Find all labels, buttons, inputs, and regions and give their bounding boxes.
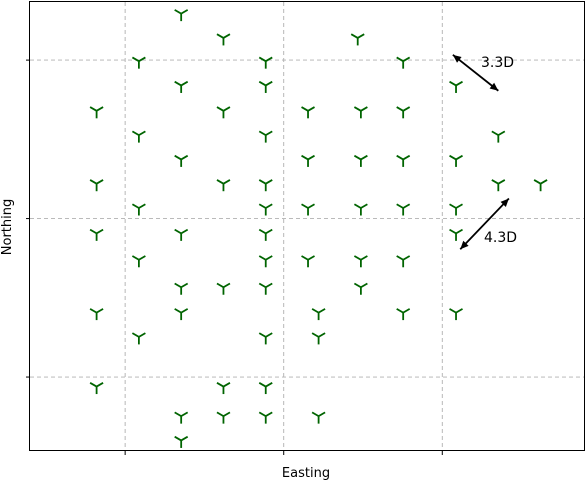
arrow-head-0-0 — [452, 54, 462, 63]
turbine-marker — [174, 9, 189, 22]
turbine-marker — [396, 308, 411, 321]
turbine-marker — [449, 228, 463, 241]
turbine-markers — [89, 9, 548, 448]
turbine-marker — [353, 106, 368, 119]
spacing-arrow-3-3d — [452, 54, 499, 92]
turbine-marker — [216, 282, 231, 295]
turbine-marker — [449, 203, 463, 216]
turbine-marker — [258, 411, 273, 424]
turbine-marker — [174, 80, 189, 93]
turbine-marker — [174, 228, 189, 241]
turbine-marker — [396, 106, 411, 119]
turbine-marker — [174, 282, 189, 295]
arrow-head-0-1 — [489, 82, 499, 91]
spacing-label-4-3d: 4.3D — [484, 230, 517, 246]
turbine-marker — [491, 179, 506, 192]
turbine-marker — [301, 203, 315, 216]
turbine-marker — [216, 382, 231, 395]
turbine-marker — [258, 56, 273, 69]
turbine-marker — [350, 33, 365, 46]
turbine-marker — [353, 282, 368, 295]
spacing-annotations: 3.3D 4.3D — [452, 54, 517, 250]
turbine-marker — [216, 33, 231, 46]
turbine-marker — [258, 80, 273, 93]
plot-frame — [29, 1, 585, 451]
turbine-marker — [131, 130, 146, 143]
turbine-marker — [89, 106, 104, 119]
turbine-marker — [216, 411, 231, 424]
turbine-marker — [89, 308, 104, 321]
turbine-marker — [258, 382, 273, 395]
turbine-marker — [311, 411, 326, 424]
turbine-marker — [353, 203, 368, 216]
turbine-marker — [258, 130, 273, 143]
turbine-marker — [396, 255, 411, 268]
turbine-marker — [216, 179, 231, 192]
turbine-marker — [258, 228, 273, 241]
turbine-marker — [533, 179, 548, 192]
turbine-marker — [131, 332, 146, 345]
turbine-marker — [449, 80, 463, 93]
turbine-marker — [311, 332, 326, 345]
turbine-marker — [131, 203, 146, 216]
turbine-marker — [216, 106, 231, 119]
spacing-label-3-3d: 3.3D — [481, 55, 514, 71]
turbine-marker — [301, 255, 315, 268]
y-axis-label: Northing — [0, 199, 15, 255]
turbine-marker — [89, 179, 104, 192]
turbine-marker — [131, 255, 146, 268]
turbine-marker — [174, 435, 189, 448]
turbine-marker — [174, 154, 189, 167]
turbine-marker — [353, 255, 368, 268]
turbine-marker — [89, 382, 104, 395]
turbine-marker — [89, 228, 104, 241]
turbine-marker — [396, 203, 411, 216]
arrow-head-1-1 — [460, 240, 469, 250]
turbine-marker — [258, 332, 273, 345]
turbine-marker — [311, 308, 326, 321]
turbine-marker — [396, 56, 411, 69]
turbine-marker — [258, 255, 273, 268]
turbine-marker — [258, 203, 273, 216]
turbine-marker — [353, 154, 368, 167]
turbine-marker — [258, 179, 273, 192]
turbine-marker — [301, 106, 315, 119]
turbine-marker — [396, 154, 411, 167]
turbine-marker — [174, 411, 189, 424]
axis-ticks — [26, 59, 443, 455]
turbine-marker — [449, 154, 463, 167]
turbine-marker — [301, 154, 315, 167]
turbine-marker — [174, 308, 189, 321]
turbine-marker — [449, 308, 463, 321]
turbine-marker — [491, 130, 506, 143]
turbine-marker — [258, 282, 273, 295]
spacing-arrow-4-3d — [459, 197, 510, 250]
grid-lines — [30, 2, 585, 451]
turbine-marker — [131, 56, 146, 69]
x-axis-label: Easting — [282, 466, 330, 480]
arrow-head-1-0 — [500, 198, 509, 207]
